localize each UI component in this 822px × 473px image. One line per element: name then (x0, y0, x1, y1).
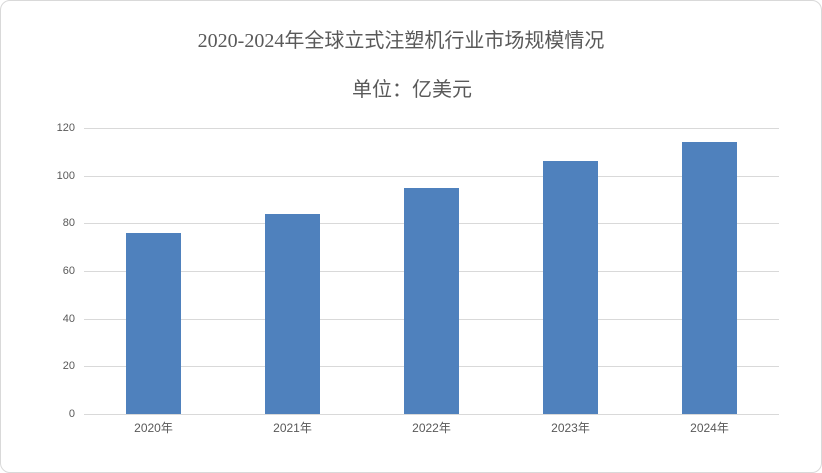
x-tick-label: 2021年 (273, 421, 312, 435)
gridline (84, 176, 779, 177)
chart-subtitle: 单位：亿美元 (352, 79, 472, 101)
x-tick-label: 2024年 (690, 421, 729, 435)
gridline (84, 128, 779, 129)
bar-2020年 (126, 233, 181, 414)
bar-2022年 (404, 188, 459, 414)
chart-title: 2020-2024年全球立式注塑机行业市场规模情况 (197, 30, 605, 52)
y-tick-label: 20 (62, 360, 75, 372)
bar-2024年 (682, 142, 737, 414)
bar-2023年 (543, 161, 598, 414)
x-tick-label: 2022年 (412, 421, 451, 435)
x-tick-label: 2023年 (551, 421, 590, 435)
y-tick-label: 40 (62, 313, 75, 325)
y-tick-label: 60 (62, 265, 75, 277)
plot-area (84, 128, 779, 415)
y-tick-label: 100 (56, 170, 75, 182)
bar-2021年 (265, 214, 320, 414)
y-tick-label: 120 (56, 122, 75, 134)
y-tick-label: 80 (62, 217, 75, 229)
x-tick-label: 2020年 (134, 421, 173, 435)
x-axis-line (84, 414, 779, 415)
y-tick-label: 0 (68, 408, 75, 420)
